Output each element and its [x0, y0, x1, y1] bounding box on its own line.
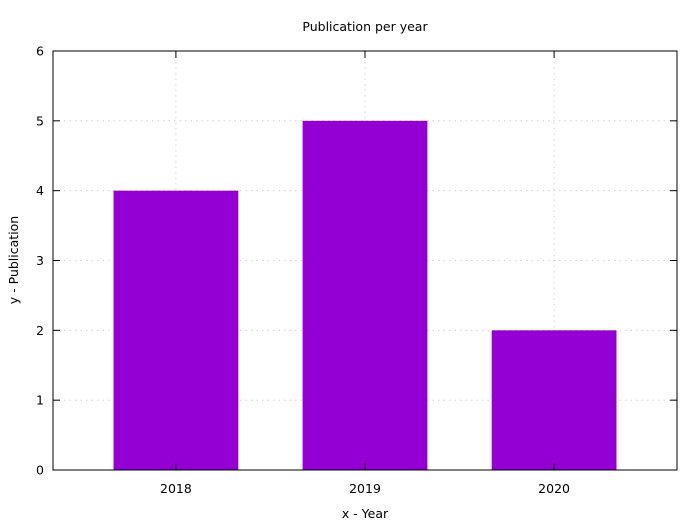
y-tick-label: 2	[36, 323, 44, 338]
y-tick-label: 1	[36, 393, 44, 408]
label-layer: Publication per year x - Year y - Public…	[6, 19, 570, 521]
y-tick-label: 0	[36, 463, 44, 478]
y-tick-label: 5	[36, 113, 44, 128]
y-tick-label: 4	[36, 183, 44, 198]
plot-border	[52, 50, 678, 471]
x-axis-label: x - Year	[342, 506, 389, 521]
y-axis-label: y - Publication	[6, 216, 21, 304]
chart-title: Publication per year	[302, 19, 428, 34]
axis-layer	[52, 50, 678, 471]
x-tick-label: 2019	[349, 481, 381, 496]
x-tick-label: 2018	[160, 481, 192, 496]
bar-2020	[491, 330, 617, 470]
y-tick-label: 6	[36, 44, 44, 59]
bar-2019	[302, 120, 428, 470]
y-tick-label: 3	[36, 253, 44, 268]
bar-2018	[113, 190, 239, 470]
bar-layer	[113, 120, 617, 470]
x-tick-label: 2020	[538, 481, 570, 496]
